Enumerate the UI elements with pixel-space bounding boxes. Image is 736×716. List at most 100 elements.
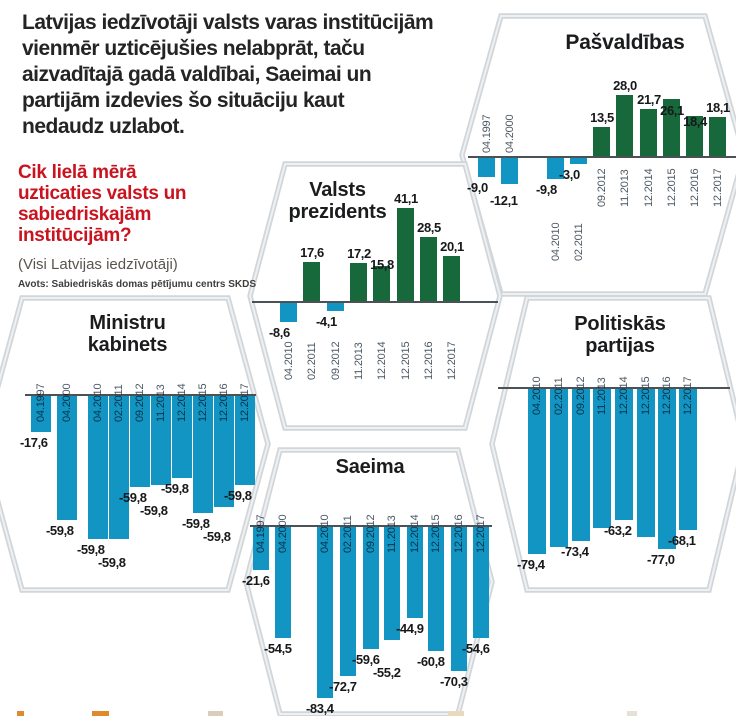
bar-pasvaldibas-11.2013 [616,95,633,157]
bar-prezidents-12.2014 [373,266,390,302]
chart-title-saeima: Saeima [335,456,405,478]
bar-pasvaldibas-12.2014 [640,109,657,157]
bar-partijas-11.2013 [593,388,611,528]
value-label-ministru-04.2010: -59,8 [77,542,105,557]
date-label-pasvaldibas-04.2000: 04.2000 [504,114,516,153]
bottom-fragment-0 [17,711,24,716]
date-label-pasvaldibas-04.1997: 04.1997 [481,114,493,153]
value-label-pasvaldibas-09.2012: 13,5 [590,110,614,125]
bar-ministru-12.2016 [214,395,234,507]
bar-prezidents-12.2016 [420,237,437,302]
value-label-pasvaldibas-04.1997: -9,0 [467,180,488,195]
axis-line-ministru [25,394,256,396]
date-label-partijas-11.2013: 11.2013 [596,377,608,415]
value-label-partijas-12.2016: -77,0 [647,552,675,567]
value-label-prezidents-09.2012: -4,1 [316,314,337,329]
bar-saeima-02.2011 [340,526,356,676]
value-label-prezidents-12.2015: 41,1 [394,191,418,206]
value-label-ministru-02.2011: -59,8 [98,555,126,570]
bar-partijas-09.2012 [572,388,590,541]
value-label-ministru-04.1997: -17,6 [20,435,48,450]
value-label-prezidents-12.2017: 20,1 [440,239,464,254]
value-label-pasvaldibas-02.2011: -3,0 [559,167,580,182]
value-label-partijas-12.2017: -68,1 [668,533,696,548]
date-label-prezidents-12.2015: 12.2015 [400,341,412,380]
bar-ministru-04.2010 [88,395,108,539]
bottom-fragment-3 [448,711,464,716]
value-label-saeima-04.1997: -21,6 [242,573,270,588]
date-label-pasvaldibas-11.2013: 11.2013 [619,169,631,207]
bar-pasvaldibas-04.1997 [478,157,495,177]
source-note: Avots: Sabiedriskās domas pētījumu centr… [18,279,257,290]
bar-partijas-04.2010 [528,388,546,554]
value-label-pasvaldibas-04.2000: -12,1 [490,193,518,208]
date-label-prezidents-12.2014: 12.2014 [376,341,388,380]
value-label-saeima-12.2015: -60,8 [417,654,445,669]
value-label-ministru-12.2014: -59,8 [161,481,189,496]
date-label-saeima-12.2014: 12.2014 [409,514,421,553]
value-label-saeima-12.2014: -44,9 [396,621,424,636]
date-label-pasvaldibas-12.2015: 12.2015 [666,168,678,207]
value-label-saeima-12.2017: -54,6 [462,641,490,656]
date-label-partijas-02.2011: 02.2011 [553,377,565,415]
chart-title-pasvaldibas: Pašvaldības [565,31,685,54]
value-label-pasvaldibas-04.2010: -9,8 [536,182,557,197]
bar-saeima-12.2016 [451,526,467,671]
date-label-saeima-12.2017: 12.2017 [475,514,487,553]
bar-ministru-04.1997 [31,395,51,432]
bar-ministru-11.2013 [151,395,171,485]
value-label-pasvaldibas-11.2013: 28,0 [613,78,637,93]
value-label-ministru-11.2013: -59,8 [140,503,168,518]
date-label-partijas-12.2015: 12.2015 [640,376,652,415]
value-label-saeima-09.2012: -59,6 [352,652,380,667]
date-label-saeima-12.2016: 12.2016 [453,514,465,553]
date-label-saeima-04.1997: 04.1997 [255,514,267,553]
bar-pasvaldibas-12.2016 [686,116,703,157]
value-label-saeima-02.2011: -72,7 [329,679,357,694]
bar-prezidents-12.2017 [443,256,460,302]
value-label-prezidents-02.2011: 17,6 [300,245,324,260]
value-label-prezidents-12.2016: 28,5 [417,220,441,235]
value-label-pasvaldibas-12.2015: 26,1 [660,103,684,118]
chart-title-partijas: Politiskās partijas [574,313,666,357]
date-label-ministru-04.2000: 04.2000 [61,383,73,422]
date-label-ministru-12.2015: 12.2015 [197,383,209,422]
date-label-prezidents-12.2017: 12.2017 [446,341,458,380]
value-label-pasvaldibas-12.2017: 18,1 [706,100,730,115]
value-label-saeima-11.2013: -55,2 [373,665,401,680]
bar-ministru-09.2012 [130,395,150,487]
bar-ministru-12.2017 [235,395,255,485]
date-label-pasvaldibas-12.2016: 12.2016 [689,168,701,207]
value-label-saeima-04.2000: -54,5 [264,641,292,656]
bar-partijas-12.2014 [615,388,633,520]
bar-ministru-12.2015 [193,395,213,513]
bottom-fragment-1 [92,711,109,716]
bar-partijas-12.2017 [679,388,697,530]
axis-line-partijas [498,387,730,389]
value-label-pasvaldibas-12.2014: 21,7 [637,92,661,107]
value-label-ministru-09.2012: -59,8 [119,490,147,505]
value-label-partijas-09.2012: -73,4 [561,544,589,559]
bar-pasvaldibas-04.2000 [501,157,518,184]
value-label-ministru-12.2016: -59,8 [203,529,231,544]
headline-text: Latvijas iedzīvotāji valsts varas instit… [22,11,434,138]
axis-line-saeima [250,525,492,527]
date-label-saeima-04.2000: 04.2000 [277,514,289,553]
date-label-ministru-11.2013: 11.2013 [155,384,167,422]
chart-title-prezidents: Valsts prezidents [288,179,387,223]
question-title: Cik lielā mērā uzticaties valsts un sabi… [18,162,187,246]
date-label-partijas-12.2017: 12.2017 [682,376,694,415]
value-label-ministru-04.2000: -59,8 [46,523,74,538]
bar-ministru-02.2011 [109,395,129,539]
date-label-prezidents-12.2016: 12.2016 [423,341,435,380]
date-label-pasvaldibas-12.2014: 12.2014 [643,168,655,207]
bar-prezidents-11.2013 [350,263,367,302]
value-label-prezidents-11.2013: 17,2 [347,246,371,261]
date-label-prezidents-04.2010: 04.2010 [283,341,295,380]
bar-pasvaldibas-09.2012 [593,127,610,157]
value-label-saeima-12.2016: -70,3 [440,674,468,689]
bar-partijas-12.2015 [637,388,655,537]
bottom-fragment-4 [627,711,637,716]
